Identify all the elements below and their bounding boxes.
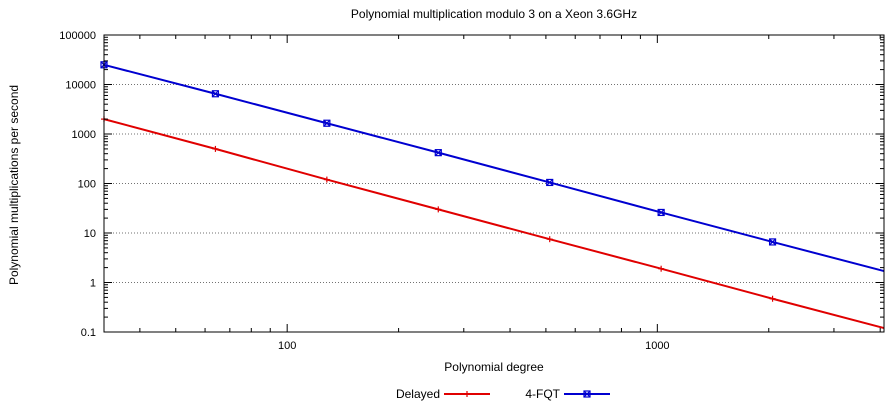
y-tick-label: 10 [84, 228, 96, 240]
series-2-point [323, 119, 331, 127]
series-line-2 [103, 63, 885, 273]
ticks-layer: 0.1 1 10 100 1000 10000 100000 100 1000 [59, 30, 884, 352]
series-1-point [435, 206, 442, 213]
x-axis-label: Polynomial degree [444, 360, 544, 374]
series-line-1 [103, 118, 885, 330]
series-2-point [434, 149, 442, 157]
y-tick-label: 1000 [72, 129, 96, 141]
legend: Delayed 4-FQT [396, 387, 610, 401]
y-tick-label: 100000 [59, 30, 96, 42]
legend-label-2: 4-FQT [525, 387, 560, 401]
grid-layer [104, 84, 884, 283]
series-2-point [768, 238, 777, 246]
y-tick-label: 0.1 [81, 327, 96, 339]
series-2-point [546, 178, 554, 187]
y-tick-label: 1 [90, 278, 96, 290]
x-tick-label: 100 [278, 340, 296, 352]
y-tick-label: 100 [78, 179, 96, 191]
series-layer [100, 61, 885, 330]
chart-title: Polynomial multiplication modulo 3 on a … [351, 7, 637, 21]
y-tick-label: 10000 [65, 80, 96, 92]
series-1-point [546, 236, 553, 243]
series-2-point [211, 90, 220, 98]
y-axis-label: Polynomial multiplications per second [7, 85, 21, 285]
series-1-point [323, 176, 330, 183]
legend-marker-2 [583, 390, 591, 398]
series-1-point [769, 295, 776, 302]
legend-label-1: Delayed [396, 387, 440, 401]
series-1-point [212, 145, 219, 152]
series-1-point [658, 265, 665, 272]
x-tick-label: 1000 [645, 340, 669, 352]
legend-marker-1 [464, 391, 470, 397]
series-2-point [657, 208, 665, 217]
